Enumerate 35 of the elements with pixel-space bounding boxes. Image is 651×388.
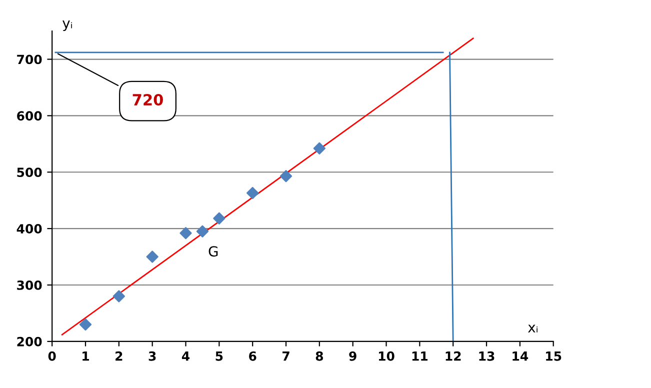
- point: [146, 250, 158, 263]
- x-tick-label: 3: [148, 351, 156, 361]
- y-tick-label: 600: [17, 111, 42, 121]
- point: [196, 225, 209, 238]
- y-axis-title: yᵢ: [62, 20, 72, 32]
- y-tick-label: 200: [17, 336, 42, 346]
- point: [112, 290, 125, 302]
- x-tick-label: 15: [546, 352, 562, 361]
- point: [246, 186, 259, 200]
- point: [313, 142, 326, 154]
- x-tick-label: 4: [182, 352, 190, 361]
- x-tick-label: 7: [282, 352, 290, 361]
- x-tick-label: 10: [378, 351, 394, 361]
- point: [79, 318, 92, 331]
- x-tick-label: 2: [116, 351, 122, 361]
- annotation: G: [208, 246, 218, 257]
- y-tick-label: 700: [17, 54, 42, 64]
- annotation: 720: [132, 94, 163, 106]
- x-tick-label: 0: [48, 351, 56, 361]
- x-tick-label: 8: [316, 351, 323, 361]
- x-tick-label: 1: [82, 352, 89, 361]
- x-tick-label: 12: [446, 351, 461, 361]
- point: [180, 227, 192, 240]
- x-axis-title: xᵢ: [528, 324, 538, 332]
- x-tick-label: 9: [349, 351, 356, 361]
- y-tick-label: 300: [17, 280, 42, 290]
- point: [280, 170, 292, 182]
- x-tick-label: 14: [512, 352, 528, 361]
- x-tick-label: 5: [216, 352, 223, 361]
- x-tick-label: 6: [249, 351, 256, 361]
- x-tick-label: 13: [479, 351, 494, 361]
- y-tick-label: 400: [16, 224, 42, 234]
- point: [213, 212, 226, 224]
- y-tick-label: 500: [17, 168, 42, 178]
- x-tick-label: 11: [412, 352, 428, 361]
